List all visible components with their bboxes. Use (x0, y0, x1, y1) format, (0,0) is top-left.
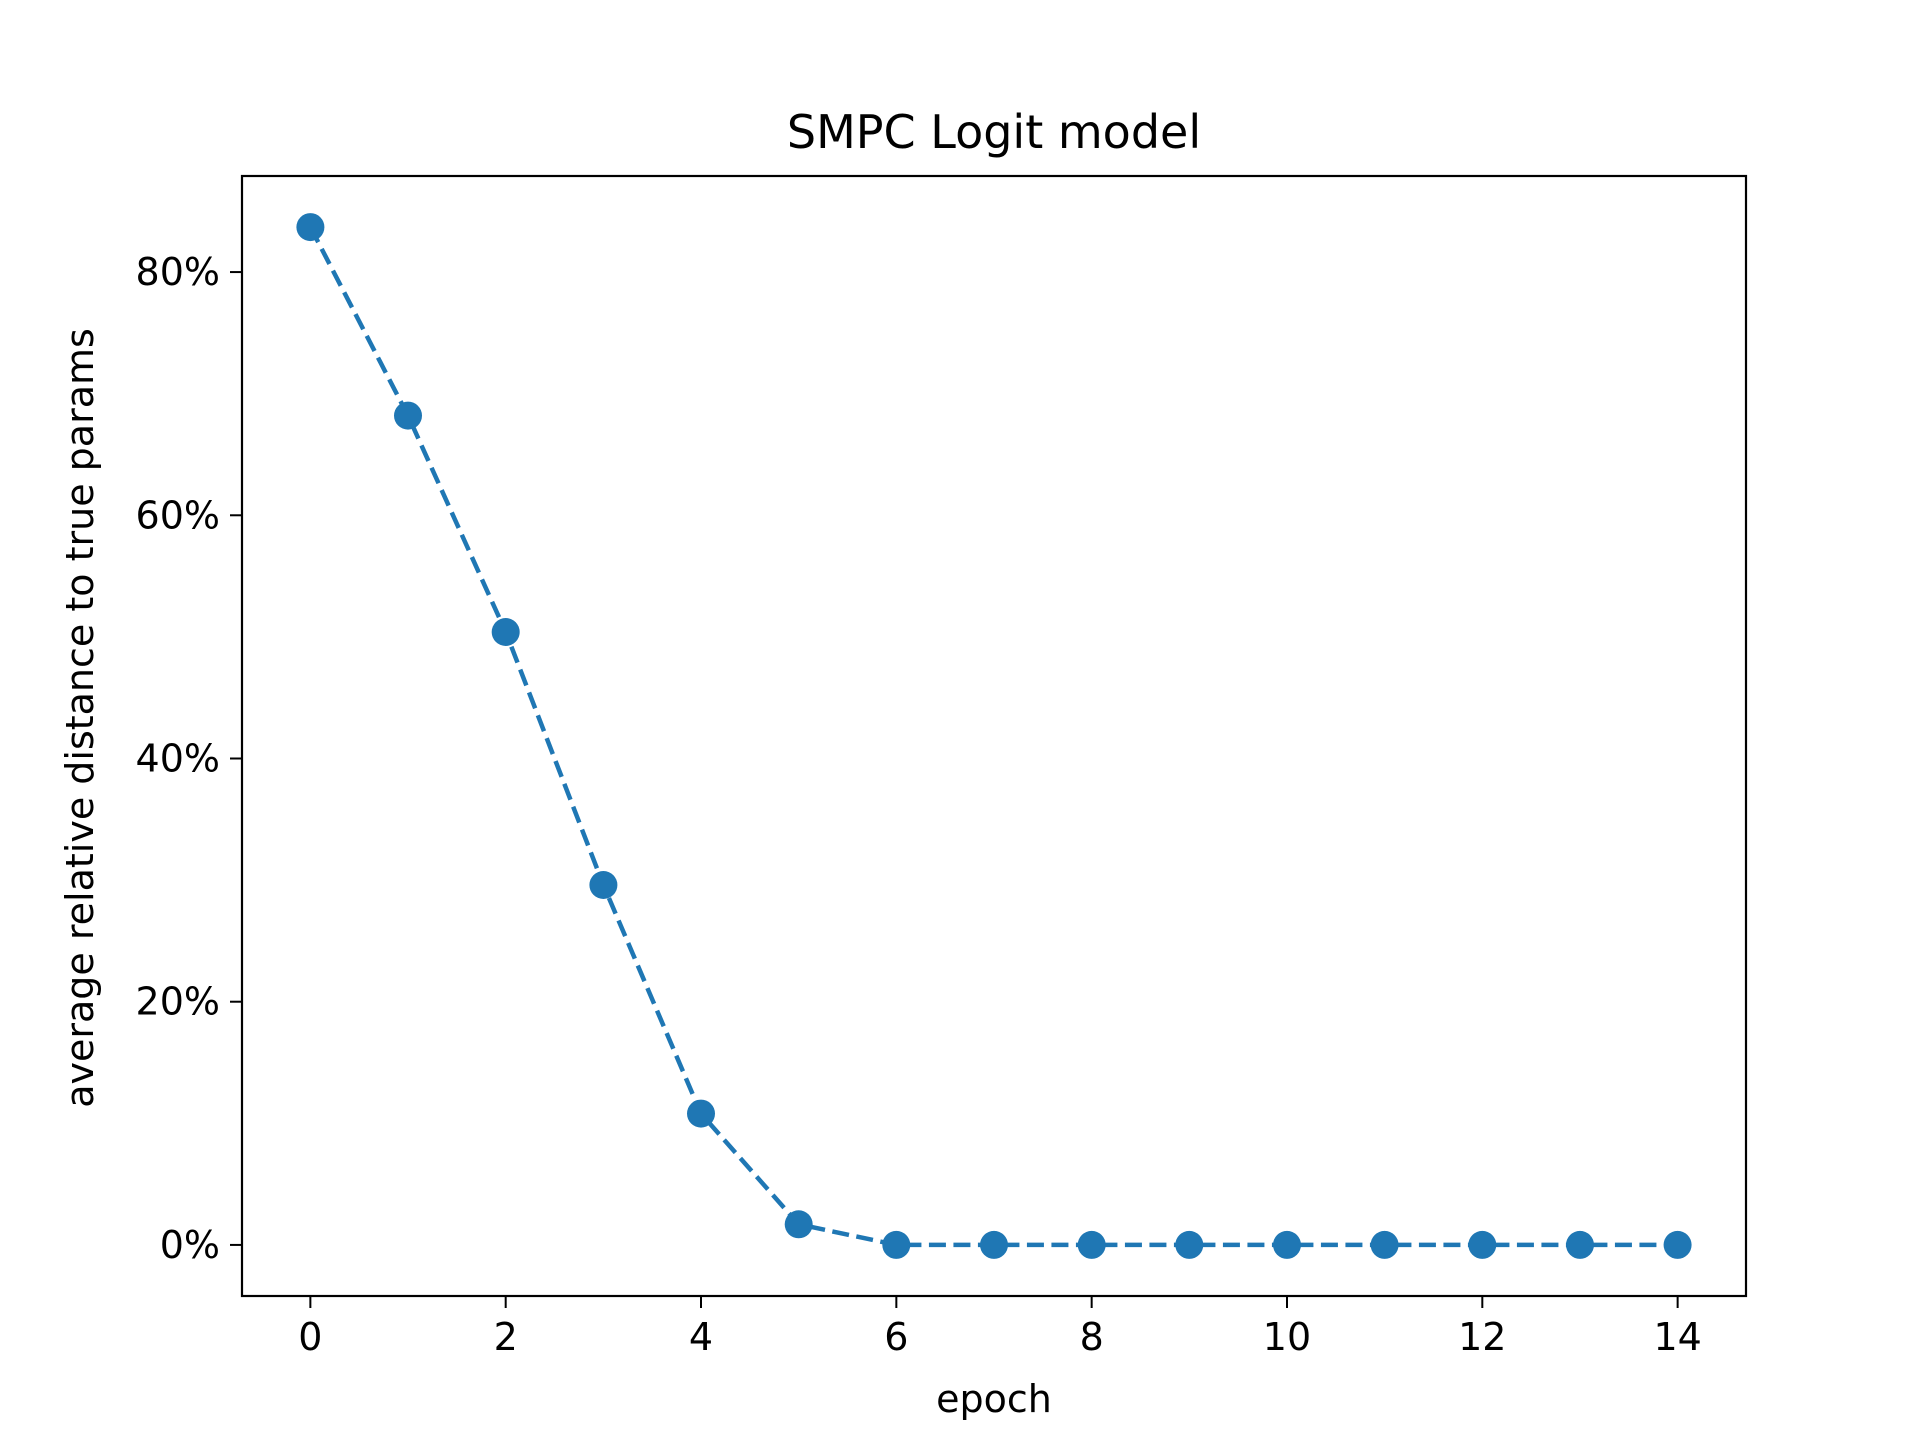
data-point-marker (296, 213, 325, 242)
x-axis-ticks: 0 2 4 6 8 10 12 14 (298, 1296, 1702, 1359)
data-point-marker (687, 1099, 715, 1128)
y-tick-label: 60% (136, 493, 220, 537)
x-tick-label: 8 (1080, 1315, 1104, 1359)
data-point-marker (882, 1230, 911, 1259)
data-point-marker (784, 1210, 813, 1239)
y-tick-label: 0% (160, 1223, 220, 1267)
data-point-marker (1566, 1230, 1594, 1259)
data-point-marker (1663, 1230, 1692, 1259)
y-axis-label: average relative distance to true params (58, 328, 102, 1108)
data-point-marker (1468, 1230, 1497, 1259)
plot-area-frame (240, 174, 1748, 1298)
data-point-marker (1273, 1230, 1301, 1259)
y-axis-ticks: 0% 20% 40% 60% 80% (136, 250, 242, 1267)
x-tick-label: 10 (1263, 1315, 1311, 1359)
data-point-marker (980, 1230, 1008, 1259)
x-tick-label: 6 (884, 1315, 908, 1359)
x-tick-label: 4 (689, 1315, 713, 1359)
series-markers (296, 213, 1692, 1259)
data-point-marker (394, 401, 422, 430)
data-point-marker (491, 618, 520, 646)
y-tick-label: 80% (136, 250, 220, 294)
data-point-marker (1370, 1230, 1399, 1259)
y-tick-label: 40% (136, 736, 220, 780)
x-tick-label: 0 (298, 1315, 322, 1359)
y-tick-label: 20% (136, 980, 220, 1024)
chart-title: SMPC Logit model (787, 105, 1201, 159)
x-axis-label: epoch (936, 1377, 1052, 1421)
x-tick-label: 2 (494, 1315, 518, 1359)
data-point-marker (1175, 1230, 1204, 1259)
data-point-marker (589, 871, 618, 899)
x-tick-label: 12 (1458, 1315, 1506, 1359)
data-point-marker (1077, 1230, 1106, 1259)
x-tick-label: 14 (1653, 1315, 1701, 1359)
